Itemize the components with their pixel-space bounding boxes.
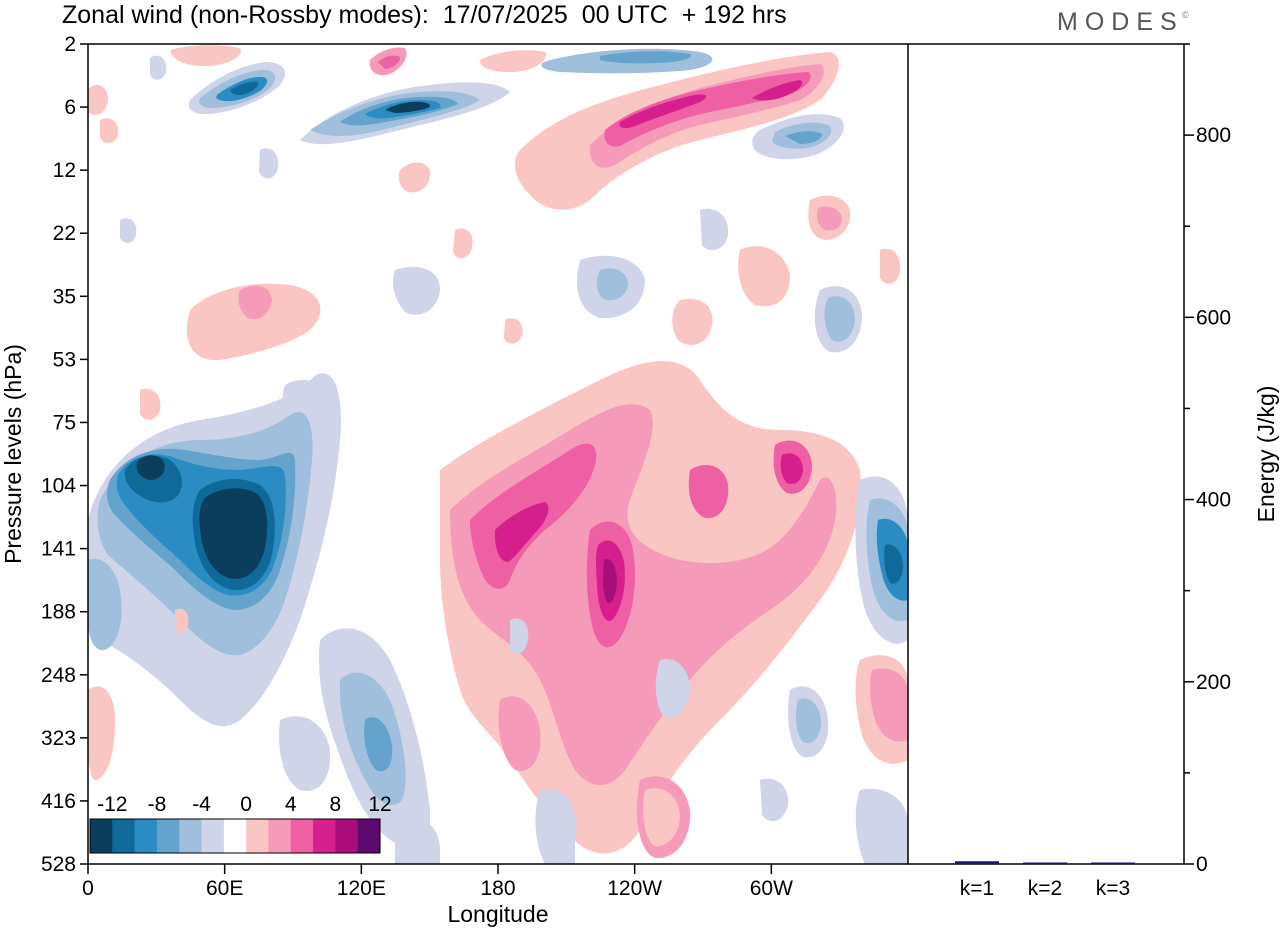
- x-tick-label: 180: [480, 877, 515, 900]
- energy-bar-label: k=3: [1096, 877, 1130, 900]
- negative-plume-120E: [279, 628, 431, 847]
- colorbar-swatch: [134, 819, 158, 853]
- energy-x-axis-labels: k=1 k=2 k=3: [960, 877, 1130, 900]
- colorbar-swatch: [112, 819, 136, 853]
- upper-negative-band: [188, 48, 844, 160]
- colorbar-label: 12: [368, 793, 391, 816]
- energy-y-tick-label: 200: [1196, 671, 1231, 694]
- y-tick-label: 188: [41, 601, 76, 624]
- negative-system-west: [88, 373, 341, 780]
- chart-title: Zonal wind (non-Rossby modes): 17/07/202…: [62, 1, 787, 29]
- y-tick-label: 2: [64, 33, 76, 56]
- colorbar-label: -12: [97, 793, 127, 816]
- y-axis-title: Pressure levels (hPa): [0, 344, 26, 564]
- colorbar-swatch: [201, 819, 225, 853]
- x-tick-label: 120W: [607, 877, 662, 900]
- energy-y-tick-label: 800: [1196, 124, 1231, 147]
- colorbar-swatch: [179, 819, 203, 853]
- energy-bar-label: k=1: [960, 877, 994, 900]
- colorbar-label: 8: [330, 793, 342, 816]
- y-tick-label: 22: [53, 222, 76, 245]
- energy-bar-label: k=2: [1028, 877, 1062, 900]
- colorbar-label: 4: [285, 793, 297, 816]
- colorbar-swatch: [90, 819, 113, 853]
- x-tick-label: 60W: [750, 877, 793, 900]
- copyright-mark: ©: [1182, 10, 1189, 20]
- energy-y-tick-label: 400: [1196, 489, 1231, 512]
- y-tick-label: 416: [41, 790, 76, 813]
- y-axis-ticks: 2 6 12 22 35 53 75 104 141 188 248 323 416 528: [41, 33, 88, 876]
- energy-bar-k-1: [955, 861, 999, 864]
- colorbar-swatch: [313, 819, 336, 853]
- colorbar-swatch: [223, 819, 247, 853]
- energy-y-axis-ticks: 0 200 400 600 800: [1184, 43, 1231, 876]
- y-tick-label: 35: [53, 285, 76, 308]
- colorbar-frame: [89, 818, 381, 854]
- y-tick-label: 104: [41, 475, 76, 498]
- colorbar-swatch: [335, 819, 359, 853]
- y-tick-label: 528: [41, 853, 76, 876]
- colorbar-swatch: [357, 819, 381, 853]
- energy-bar-panel: [908, 43, 1185, 865]
- x-tick-label: 0: [82, 877, 94, 900]
- colorbar-swatch: [246, 819, 269, 853]
- colorbar: -12 -8 -4 0 4 8 12: [89, 793, 392, 854]
- colorbar-swatch: [268, 819, 292, 853]
- scattered-small-blobs: [88, 55, 901, 822]
- x-tick-label: 120E: [337, 877, 386, 900]
- x-axis-ticks: 0 60E 120E 180 120W 60W: [82, 864, 793, 900]
- colorbar-label: -4: [192, 793, 211, 816]
- y-tick-label: 75: [53, 411, 76, 434]
- energy-bars: [955, 861, 1135, 864]
- y-tick-label: 12: [53, 159, 76, 182]
- y-tick-label: 323: [41, 727, 76, 750]
- positive-system-central: [440, 361, 861, 859]
- y-tick-label: 6: [64, 96, 76, 119]
- colorbar-label: -8: [148, 793, 167, 816]
- y-tick-label: 248: [41, 664, 76, 687]
- x-tick-label: 60E: [206, 877, 243, 900]
- colorbar-swatch: [290, 819, 314, 853]
- modes-logo: MODES: [1057, 8, 1184, 36]
- energy-y-tick-label: 0: [1196, 853, 1208, 876]
- colorbar-swatch: [156, 819, 180, 853]
- colorbar-label: 0: [240, 793, 252, 816]
- y-tick-label: 53: [53, 348, 76, 371]
- wind-contour-field: [88, 44, 908, 864]
- y-tick-label: 141: [41, 538, 76, 561]
- x-axis-title: Longitude: [447, 901, 548, 927]
- energy-bar-k-3: [1091, 862, 1135, 864]
- upper-positive-band: [170, 45, 851, 240]
- energy-y-axis-title: Energy (J/kg): [1253, 386, 1279, 523]
- energy-bar-k-2: [1023, 862, 1067, 864]
- eastern-edge-features: [395, 476, 908, 864]
- energy-y-tick-label: 600: [1196, 306, 1231, 329]
